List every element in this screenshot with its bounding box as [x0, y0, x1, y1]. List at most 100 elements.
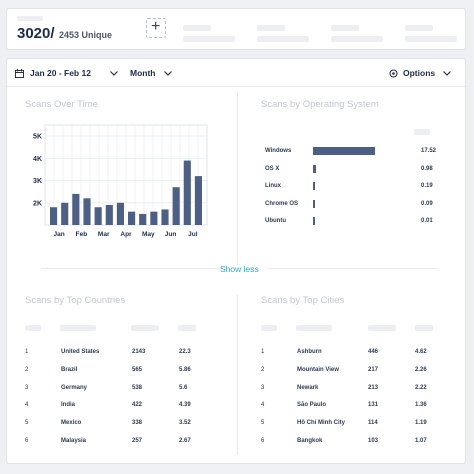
row-count: 446	[368, 349, 379, 355]
os-name: Linux	[265, 183, 281, 189]
os-value: 0.19	[421, 183, 433, 189]
row-pct: 1.19	[415, 420, 427, 427]
row-rank: 4	[25, 402, 29, 409]
x-tick-label: Apr	[120, 231, 132, 238]
scans-over-time-title: Scans Over Time	[25, 99, 98, 110]
toolbar-divider	[7, 86, 465, 87]
column-header-placeholder	[131, 325, 159, 331]
placeholder-metric	[257, 25, 285, 31]
chevron-down-icon[interactable]	[443, 71, 451, 76]
row-pct: 2.26	[415, 366, 427, 373]
row-count: 217	[368, 366, 379, 373]
calendar-icon	[15, 68, 24, 78]
placeholder-metric	[331, 36, 383, 42]
row-name: Bangkok	[297, 438, 323, 444]
x-tick-label: Feb	[76, 231, 88, 238]
row-name: Hồ Chí Minh City	[297, 420, 345, 427]
os-share-bar[interactable]	[313, 182, 315, 190]
row-rank: 5	[25, 420, 29, 427]
os-share-bar[interactable]	[313, 199, 315, 208]
row-rank: 6	[25, 438, 29, 444]
os-name: Windows	[265, 148, 292, 154]
bar[interactable]	[105, 205, 113, 225]
bar[interactable]	[116, 202, 124, 225]
show-less-divider-right	[269, 268, 437, 269]
row-name: São Paulo	[297, 402, 327, 409]
plus-icon: +	[151, 18, 161, 35]
row-pct: 22.3	[179, 349, 191, 355]
column-header-placeholder	[178, 325, 196, 331]
row-rank: 2	[261, 366, 265, 373]
os-value: 0.98	[421, 165, 433, 172]
chevron-down-icon[interactable]	[110, 71, 118, 76]
placeholder-metric	[405, 36, 457, 42]
unique-scans: 2453 Unique	[59, 30, 113, 40]
bar[interactable]	[50, 207, 58, 225]
os-name: Chrome OS	[265, 200, 299, 207]
y-tick-label: 5K	[33, 134, 42, 141]
date-range-label: Jan 20 - Feb 12	[30, 68, 91, 78]
row-name: Brazil	[61, 366, 78, 373]
cities-table: 1 Ashburn 446 4.62 2 Mountain View 217 2.26 3 New…	[261, 349, 461, 449]
bar[interactable]	[172, 187, 180, 225]
bar[interactable]	[183, 160, 191, 225]
x-tick-label: Jun	[165, 231, 177, 238]
row-pct: 5.6	[179, 384, 188, 391]
y-tick-label: 2K	[33, 200, 42, 207]
row-rank: 1	[261, 349, 265, 355]
period-label: Month	[130, 68, 156, 78]
column-header-placeholder	[25, 325, 41, 331]
add-metric-button[interactable]: +	[146, 18, 166, 38]
summary-label-placeholder	[17, 16, 43, 21]
row-pct: 2.22	[415, 384, 427, 391]
row-count: 103	[368, 438, 379, 444]
bar[interactable]	[194, 176, 202, 225]
analytics-card: Jan 20 - Feb 12 Month Options Scans Over…	[6, 58, 466, 464]
chevron-down-icon[interactable]	[164, 71, 172, 76]
scans-by-countries-title: Scans by Top Countries	[25, 295, 126, 306]
x-tick-label: Jan	[54, 231, 65, 238]
row-pct: 1.07	[415, 438, 427, 444]
show-less-link[interactable]: Show less	[220, 264, 259, 274]
row-count: 422	[132, 402, 143, 409]
row-name: India	[61, 402, 76, 409]
row-count: 338	[132, 420, 143, 427]
bar[interactable]	[72, 193, 80, 225]
os-share-bar[interactable]	[313, 164, 317, 173]
bar[interactable]	[61, 202, 69, 225]
row-rank: 6	[261, 438, 265, 444]
bar[interactable]	[83, 198, 91, 225]
row-rank: 3	[261, 384, 265, 391]
bar[interactable]	[128, 211, 136, 225]
x-tick-label: Mar	[98, 231, 110, 238]
scans-by-os-title: Scans by Operating System	[261, 99, 379, 110]
row-count: 257	[132, 438, 143, 444]
placeholder-metric	[331, 25, 359, 31]
row-name: Ashburn	[297, 349, 322, 355]
column-header-placeholder	[261, 325, 277, 331]
placeholder-metric	[183, 25, 211, 31]
placeholder-metric	[183, 36, 235, 42]
x-tick-label: Jul	[188, 231, 198, 238]
placeholder-metric	[405, 25, 433, 31]
period-dropdown[interactable]: Month	[130, 68, 156, 78]
bar[interactable]	[150, 211, 158, 225]
date-range-dropdown[interactable]: Jan 20 - Feb 12	[15, 68, 91, 78]
scans-by-cities-title: Scans by Top Cities	[261, 295, 345, 306]
row-pct: 1.36	[415, 402, 427, 409]
os-share-bar[interactable]	[313, 217, 315, 225]
row-pct: 5.86	[179, 366, 191, 373]
bar[interactable]	[139, 213, 147, 225]
os-share-bar[interactable]	[313, 147, 375, 155]
row-count: 2143	[132, 349, 146, 355]
options-button[interactable]: Options	[389, 68, 435, 78]
bar[interactable]	[94, 207, 102, 225]
row-pct: 4.62	[415, 349, 427, 355]
show-less-divider-left	[41, 268, 221, 269]
total-scans: 3020/	[17, 25, 55, 42]
row-name: Germany	[61, 384, 88, 391]
bar[interactable]	[161, 209, 169, 225]
gear-icon	[389, 68, 398, 78]
options-label: Options	[403, 68, 436, 78]
row-rank: 3	[25, 384, 29, 391]
